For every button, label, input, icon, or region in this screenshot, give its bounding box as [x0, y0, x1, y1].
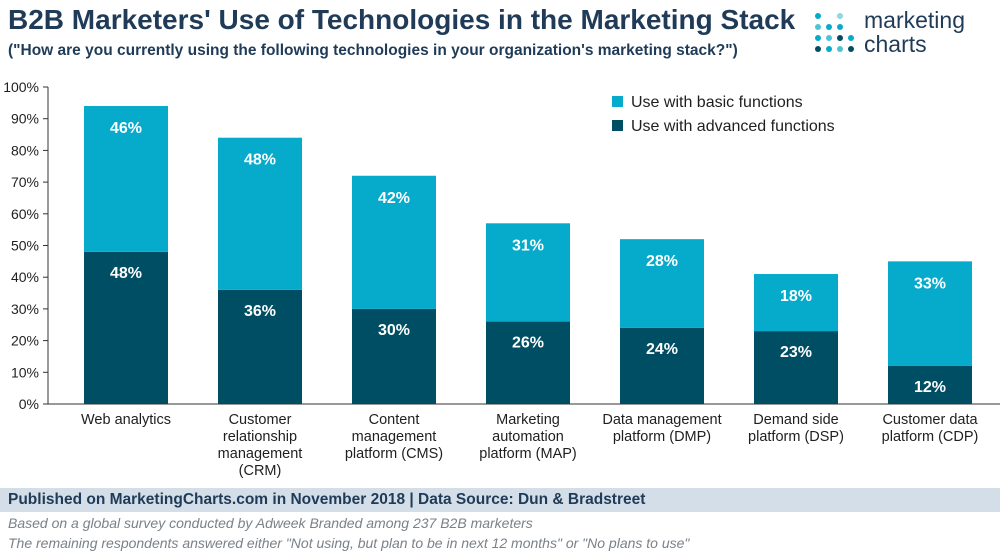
- data-label-advanced: 26%: [512, 335, 544, 352]
- bar-basic: [84, 106, 168, 252]
- data-label-basic: 42%: [378, 190, 410, 207]
- footer-bar: Published on MarketingCharts.com in Nove…: [0, 488, 1000, 512]
- bar-basic: [486, 223, 570, 322]
- data-label-advanced: 12%: [914, 379, 946, 396]
- y-tick-label: 40%: [11, 269, 39, 285]
- bar-advanced: [888, 365, 972, 404]
- y-tick-label: 20%: [11, 333, 39, 349]
- data-label-basic: 33%: [914, 275, 946, 292]
- bar-basic: [888, 261, 972, 366]
- y-tick-label: 90%: [11, 111, 39, 127]
- logo-text-line2: charts: [864, 31, 927, 57]
- data-label-basic: 31%: [512, 237, 544, 254]
- y-tick-label: 0%: [19, 396, 39, 412]
- y-tick-label: 30%: [11, 301, 39, 317]
- x-category-label: Content: [369, 412, 420, 428]
- x-category-label: Web analytics: [81, 412, 171, 428]
- y-tick-label: 70%: [11, 174, 39, 190]
- bar-basic: [620, 239, 704, 328]
- bar-advanced: [84, 251, 168, 404]
- bar-advanced: [352, 308, 436, 404]
- bar-basic: [754, 274, 838, 332]
- chart-subtitle: ("How are you currently using the follow…: [8, 42, 738, 59]
- dot-grid-logo-icon: [815, 13, 854, 52]
- y-tick-label: 80%: [11, 142, 39, 158]
- data-label-basic: 28%: [646, 253, 678, 270]
- y-tick-label: 100%: [3, 79, 39, 95]
- y-tick-label: 60%: [11, 206, 39, 222]
- legend-swatch-basic: [612, 96, 623, 107]
- x-category-label: platform (CDP): [882, 429, 979, 445]
- x-category-label: Customer: [229, 412, 292, 428]
- x-category-label: Customer data: [882, 412, 978, 428]
- x-category-label: platform (DMP): [613, 429, 711, 445]
- x-category-label: Demand side: [753, 412, 838, 428]
- legend-swatch-advanced: [612, 120, 623, 131]
- x-category-label: automation: [492, 429, 564, 445]
- x-category-label: management: [218, 446, 303, 462]
- bar-advanced: [620, 327, 704, 404]
- logo-text-line1: marketing: [864, 7, 965, 33]
- x-category-label: platform (CMS): [345, 446, 443, 462]
- data-label-advanced: 36%: [244, 303, 276, 320]
- data-label-advanced: 24%: [646, 341, 678, 358]
- data-label-basic: 18%: [780, 288, 812, 305]
- x-category-label: management: [352, 429, 437, 445]
- x-category-label: platform (DSP): [748, 429, 844, 445]
- x-category-label: Data management: [602, 412, 721, 428]
- x-category-label: (CRM): [239, 463, 282, 479]
- bar-basic: [218, 137, 302, 290]
- data-label-advanced: 30%: [378, 322, 410, 339]
- data-label-basic: 48%: [244, 152, 276, 169]
- data-label-advanced: 23%: [780, 344, 812, 361]
- data-label-advanced: 48%: [110, 265, 142, 282]
- x-category-label: relationship: [223, 429, 297, 445]
- bar-advanced: [754, 331, 838, 404]
- x-category-label: platform (MAP): [479, 446, 577, 462]
- marketingcharts-logo: marketing charts: [812, 7, 997, 60]
- legend-label-basic: Use with basic functions: [631, 94, 803, 111]
- bar-basic: [352, 175, 436, 309]
- stacked-bar-chart: 0% 10% 20% 30% 40% 50% 60% 70% 80% 90% 100% 48% 46% W…: [3, 79, 1000, 479]
- y-tick-label: 10%: [11, 364, 39, 380]
- footer-note-survey: Based on a global survey conducted by Ad…: [8, 515, 533, 531]
- bar-advanced: [218, 289, 302, 404]
- x-category-label: Marketing: [496, 412, 560, 428]
- footer-published: Published on MarketingCharts.com in Nove…: [8, 491, 646, 508]
- bar-advanced: [486, 321, 570, 404]
- data-label-basic: 46%: [110, 120, 142, 137]
- legend-label-advanced: Use with advanced functions: [631, 118, 835, 135]
- y-tick-label: 50%: [11, 238, 39, 254]
- chart-title: B2B Marketers' Use of Technologies in th…: [8, 4, 796, 35]
- footer-note-remaining: The remaining respondents answered eithe…: [8, 535, 690, 551]
